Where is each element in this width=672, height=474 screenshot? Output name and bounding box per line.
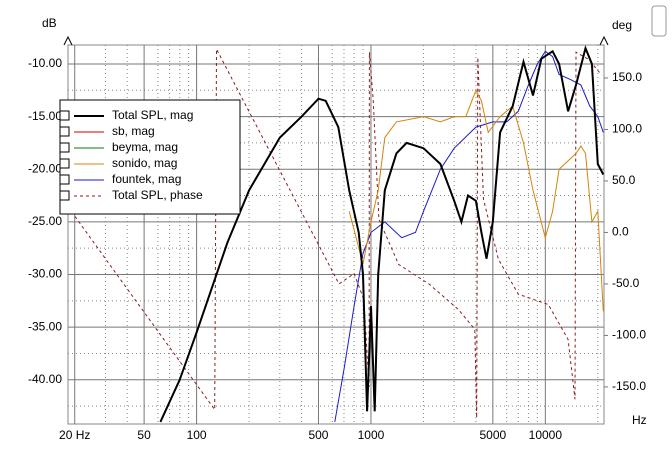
legend-label: fountek, mag (112, 172, 181, 186)
axis-arrow (63, 35, 73, 46)
y-tick-label: -40.00 (28, 372, 62, 386)
series-line (68, 48, 602, 418)
legend-checkbox[interactable] (59, 158, 70, 169)
y-axis-title: dB (42, 16, 57, 30)
legend-label: sonido, mag (112, 156, 177, 170)
axis-arrow (599, 35, 609, 46)
y2-tick-label: -150.0 (612, 379, 646, 393)
y2-tick-label: -100.0 (612, 328, 646, 342)
legend-checkbox[interactable] (59, 190, 70, 201)
legend-label: Total SPL, mag (112, 108, 193, 122)
y2-tick-label: 150.0 (612, 70, 642, 84)
x-tick-label: 100 (187, 428, 207, 442)
legend-checkbox[interactable] (59, 126, 70, 137)
x-tick-label: 1000 (358, 428, 385, 442)
grid (68, 45, 604, 424)
y2-tick-label: 0.0 (612, 225, 629, 239)
legend-label: Total SPL, phase (112, 188, 203, 202)
y-tick-label: -15.00 (28, 109, 62, 123)
x-tick-label: 5000 (479, 428, 506, 442)
legend-checkbox[interactable] (59, 110, 70, 121)
x-tick-label: 20 Hz (59, 428, 90, 442)
y-tick-label: -10.00 (28, 56, 62, 70)
y2-axis-title: deg (612, 18, 632, 32)
x-tick-label: 500 (308, 428, 328, 442)
y2-tick-label: 100.0 (612, 122, 642, 136)
y2-tick-label: -50.0 (612, 276, 640, 290)
checkbox[interactable] (651, 5, 667, 37)
y2-tick-label: 50.0 (612, 173, 636, 187)
series-line (348, 89, 604, 312)
legend-label: beyma, mag (112, 140, 178, 154)
y-tick-label: -35.00 (28, 319, 62, 333)
series-line (159, 45, 604, 423)
x-tick-label: 10000 (529, 428, 563, 442)
legend-checkbox[interactable] (59, 142, 70, 153)
y-tick-label: -30.00 (28, 267, 62, 281)
x-axis-title: Hz (632, 413, 647, 427)
series-line (334, 50, 604, 422)
legend-box (59, 99, 241, 215)
x-tick-label: 50 (137, 428, 151, 442)
y-tick-label: -25.00 (28, 214, 62, 228)
legend-label: sb, mag (112, 124, 155, 138)
y-tick-label: -20.00 (28, 161, 62, 175)
legend-checkbox[interactable] (59, 174, 70, 185)
